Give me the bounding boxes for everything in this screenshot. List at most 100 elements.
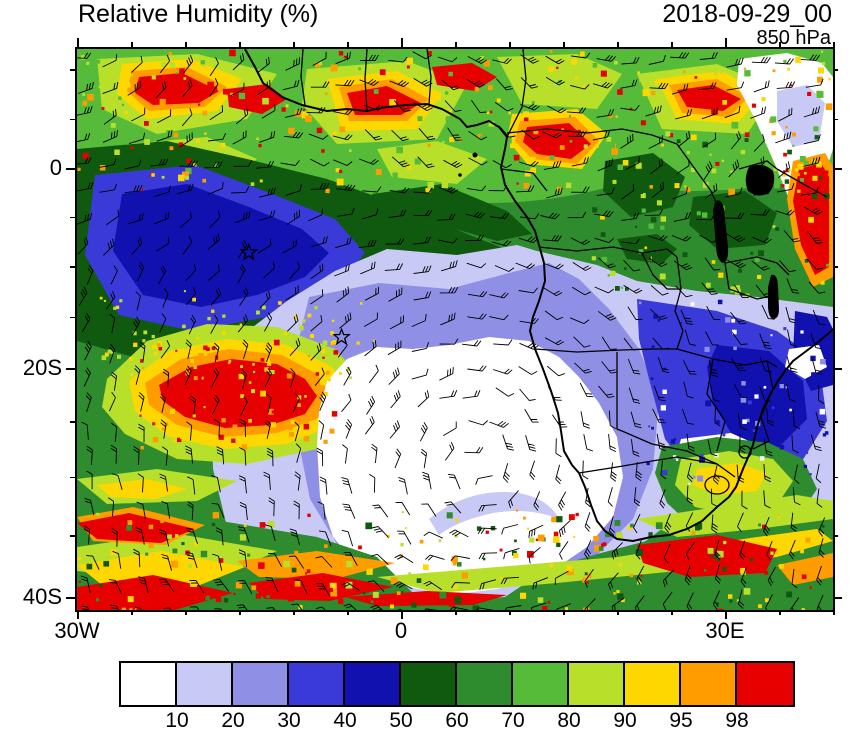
axis-tick: [131, 610, 133, 615]
axis-tick: [833, 69, 838, 71]
axis-tick: [509, 610, 511, 615]
plot-title: Relative Humidity (%): [78, 0, 319, 28]
lake-shape: [768, 274, 779, 319]
axis-tick: [70, 266, 75, 268]
axis-tick: [725, 38, 727, 47]
axis-tick: [833, 316, 838, 319]
axis-tick: [70, 316, 75, 319]
axis-tick: [617, 42, 619, 47]
axis-tick: [833, 421, 838, 423]
colorbar-cell: [737, 663, 793, 705]
axis-tick: [401, 610, 403, 619]
axis-tick: [833, 167, 842, 170]
axis-tick: [617, 610, 619, 615]
rh-field-layer: [77, 49, 833, 610]
axis-tick: [833, 118, 838, 121]
axis-tick: [66, 597, 75, 600]
axis-tick: [833, 610, 835, 615]
axis-tick: [70, 535, 75, 537]
axis-tick: [347, 42, 349, 47]
axis-tick: [401, 38, 403, 47]
lon-axis-label: 30E: [705, 618, 745, 643]
axis-tick: [239, 610, 241, 615]
axis-tick: [833, 216, 838, 219]
axis-tick: [77, 610, 79, 619]
colorbar-cell: [345, 663, 401, 705]
island-dot: [472, 152, 478, 158]
pressure-level-label: 850 hPa: [756, 27, 831, 49]
axis-tick: [833, 597, 842, 600]
axis-tick: [293, 42, 295, 47]
colorbar-cells: [119, 661, 795, 707]
island-dot: [458, 173, 462, 177]
star-marker: [239, 242, 259, 261]
colorbar-cell: [625, 663, 681, 705]
colorbar-level-label: 95: [669, 709, 693, 732]
axis-tick: [185, 42, 187, 47]
colorbar-cell: [121, 663, 177, 705]
colorbar-cell: [569, 663, 625, 705]
axis-tick: [239, 42, 241, 47]
map-frame: [75, 47, 835, 612]
colorbar-cell: [401, 663, 457, 705]
wind-barbs-layer: [77, 51, 827, 610]
lat-axis-label: 20S: [22, 355, 62, 381]
lat-axis-label: 40S: [22, 584, 62, 610]
axis-tick: [70, 118, 75, 121]
colorbar-level-label: 60: [445, 709, 469, 732]
axis-tick: [131, 42, 133, 47]
lon-axis-label: 30W: [54, 618, 100, 643]
axis-tick: [779, 610, 781, 615]
axis-tick: [725, 610, 727, 619]
colorbar-cell: [233, 663, 289, 705]
axis-tick: [833, 42, 835, 47]
colorbar-cell: [457, 663, 513, 705]
axis-tick: [347, 610, 349, 615]
colorbar-level-label: 90: [613, 709, 637, 732]
axis-tick: [833, 368, 842, 371]
colorbar: 10 20 30 40 50 60 70 80 90 95 98: [119, 661, 795, 741]
colorbar-cell: [681, 663, 737, 705]
axis-tick: [833, 476, 838, 479]
axis-tick: [70, 421, 75, 423]
axis-tick: [293, 610, 295, 615]
axis-tick: [563, 610, 565, 615]
country-borders-layer: [300, 49, 828, 495]
axis-tick: [185, 610, 187, 615]
colorbar-level-label: 30: [277, 709, 301, 732]
colorbar-cell: [177, 663, 233, 705]
lake-shape: [713, 200, 729, 263]
colorbar-level-label: 70: [501, 709, 525, 732]
axis-tick: [833, 535, 838, 537]
enclave-border: [738, 445, 752, 459]
axis-tick: [455, 42, 457, 47]
axis-tick: [509, 42, 511, 47]
rh-map-canvas: [77, 49, 833, 610]
colorbar-cell: [513, 663, 569, 705]
axis-tick: [70, 216, 75, 219]
star-marker: [332, 327, 351, 346]
colorbar-level-label: 98: [725, 709, 749, 732]
axis-tick: [779, 42, 781, 47]
axis-tick: [455, 610, 457, 615]
axis-tick: [66, 368, 75, 371]
lat-axis-label: 0: [49, 154, 62, 180]
plot-datetime: 2018-09-29_00: [662, 0, 832, 28]
colorbar-level-label: 40: [333, 709, 357, 732]
axis-tick: [671, 42, 673, 47]
lon-axis-label: 0: [394, 618, 408, 643]
colorbar-cell: [289, 663, 345, 705]
colorbar-level-label: 80: [557, 709, 581, 732]
axis-tick: [563, 42, 565, 47]
axis-tick: [70, 69, 75, 71]
lake-shape: [745, 164, 775, 196]
colorbar-level-label: 10: [165, 709, 189, 732]
axis-tick: [77, 38, 79, 47]
colorbar-level-label: 20: [221, 709, 245, 732]
axis-tick: [833, 266, 838, 268]
axis-tick: [671, 610, 673, 615]
axis-tick: [70, 476, 75, 479]
colorbar-level-label: 50: [389, 709, 413, 732]
axis-tick: [66, 167, 75, 170]
